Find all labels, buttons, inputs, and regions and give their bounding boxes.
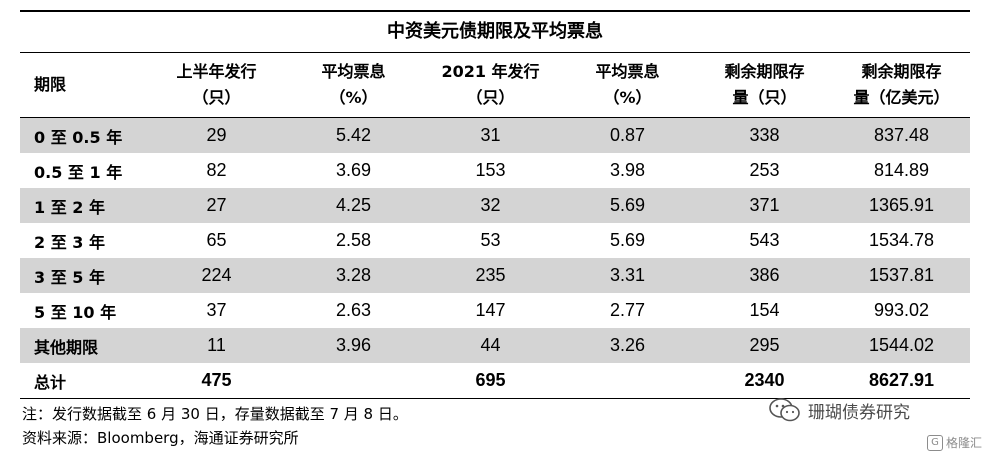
table-cell: 5.69 xyxy=(609,230,646,250)
bond-maturity-table: 期限 上半年发行 （只） 平均票息 （%） 2021 年发行 （只） 平均票息 （%） … xyxy=(20,53,970,399)
gelonghui-icon: G xyxy=(926,434,943,451)
row-label: 总计 xyxy=(20,363,148,399)
table-cell: 338 xyxy=(696,117,833,153)
table-cell: 65 xyxy=(206,230,227,250)
table-cell: 31 xyxy=(422,117,559,153)
row-label: 0.5 至 1 年 xyxy=(34,162,123,182)
header-cell: 上半年发行 （只） xyxy=(148,53,285,118)
table-cell: 1537.81 xyxy=(833,258,970,293)
table-row: 2 至 3 年 65 2.58 53 5.69 543 1534.78 xyxy=(20,223,970,258)
table-cell: 814.89 xyxy=(873,160,930,180)
table-cell: 295 xyxy=(696,328,833,363)
table-cell: 1544.02 xyxy=(833,328,970,363)
table-cell: 154 xyxy=(749,300,780,320)
table-cell: 2.63 xyxy=(335,300,372,320)
table-cell: 475 xyxy=(148,363,285,399)
table-cell: 3.96 xyxy=(285,328,422,363)
table-cell: 3.98 xyxy=(609,160,646,180)
table-cell: 153 xyxy=(475,160,506,180)
row-label: 2 至 3 年 xyxy=(34,232,105,252)
watermark: 珊瑚债券研究 xyxy=(768,397,910,423)
wechat-icon xyxy=(769,398,800,422)
table-row: 其他期限 11 3.96 44 3.26 295 1544.02 xyxy=(20,328,970,363)
table-cell: 37 xyxy=(206,300,227,320)
table-cell: 2340 xyxy=(696,363,833,399)
header-cell: 剩余期限存 量（亿美元） xyxy=(833,53,970,118)
header-cell: 剩余期限存 量（只） xyxy=(696,53,833,118)
table-cell: 5.69 xyxy=(559,188,696,223)
row-label: 0 至 0.5 年 xyxy=(20,117,148,153)
footnotes: 注：发行数据截至 6 月 30 日，存量数据截至 7 月 8 日。 资料来源：B… xyxy=(22,402,408,450)
table-cell: 2.77 xyxy=(609,300,646,320)
table-cell: 3.69 xyxy=(335,160,372,180)
table-cell xyxy=(559,363,696,399)
corner-watermark-label: 格隆汇 xyxy=(945,436,982,450)
header-cell: 平均票息 （%） xyxy=(559,53,696,118)
table-cell: 253 xyxy=(749,160,780,180)
table-cell: 837.48 xyxy=(833,117,970,153)
header-cell: 平均票息 （%） xyxy=(285,53,422,118)
table-row: 5 至 10 年 37 2.63 147 2.77 154 993.02 xyxy=(20,293,970,328)
table-cell: 1534.78 xyxy=(868,230,935,250)
watermark-label: 珊瑚债券研究 xyxy=(808,402,910,423)
table-cell: 147 xyxy=(475,300,506,320)
table-cell: 29 xyxy=(148,117,285,153)
header-row: 期限 上半年发行 （只） 平均票息 （%） 2021 年发行 （只） 平均票息 （%） … xyxy=(20,53,970,118)
table-cell: 235 xyxy=(422,258,559,293)
table-cell: 0.87 xyxy=(559,117,696,153)
header-cell: 2021 年发行 （只） xyxy=(422,53,559,118)
table-cell: 3.28 xyxy=(285,258,422,293)
table-cell: 11 xyxy=(148,328,285,363)
table-cell: 44 xyxy=(422,328,559,363)
table-row: 0 至 0.5 年 29 5.42 31 0.87 338 837.48 xyxy=(20,117,970,153)
row-label: 1 至 2 年 xyxy=(20,188,148,223)
table-row: 1 至 2 年 27 4.25 32 5.69 371 1365.91 xyxy=(20,188,970,223)
table-cell: 53 xyxy=(480,230,501,250)
header-cell: 期限 xyxy=(20,53,148,118)
table-cell: 2.58 xyxy=(335,230,372,250)
table-cell: 5.42 xyxy=(285,117,422,153)
row-label: 5 至 10 年 xyxy=(34,302,117,322)
table-row: 0.5 至 1 年 82 3.69 153 3.98 253 814.89 xyxy=(20,153,970,188)
table-cell: 1365.91 xyxy=(833,188,970,223)
table-cell: 371 xyxy=(696,188,833,223)
table-cell: 3.26 xyxy=(559,328,696,363)
table-cell xyxy=(285,363,422,399)
table-cell: 82 xyxy=(206,160,227,180)
row-label: 3 至 5 年 xyxy=(20,258,148,293)
note-text: 注：发行数据截至 6 月 30 日，存量数据截至 7 月 8 日。 xyxy=(22,405,408,423)
table-cell: 4.25 xyxy=(285,188,422,223)
table-cell: 993.02 xyxy=(873,300,930,320)
table-cell: 543 xyxy=(749,230,780,250)
table-cell: 27 xyxy=(148,188,285,223)
table-cell: 224 xyxy=(148,258,285,293)
table-cell: 386 xyxy=(696,258,833,293)
table-title: 中资美元债期限及平均票息 xyxy=(20,10,970,53)
row-label: 其他期限 xyxy=(20,328,148,363)
table-cell: 32 xyxy=(422,188,559,223)
table-row: 3 至 5 年 224 3.28 235 3.31 386 1537.81 xyxy=(20,258,970,293)
total-row: 总计 475 695 2340 8627.91 xyxy=(20,363,970,399)
table-cell: 3.31 xyxy=(559,258,696,293)
table-container: 中资美元债期限及平均票息 期限 上半年发行 （只） 平均票息 （%） 2021 年发… xyxy=(20,10,970,399)
corner-watermark: G 格隆汇 xyxy=(926,434,982,451)
table-cell: 695 xyxy=(422,363,559,399)
source-text: 资料来源：Bloomberg，海通证券研究所 xyxy=(22,429,299,447)
table-cell: 8627.91 xyxy=(833,363,970,399)
